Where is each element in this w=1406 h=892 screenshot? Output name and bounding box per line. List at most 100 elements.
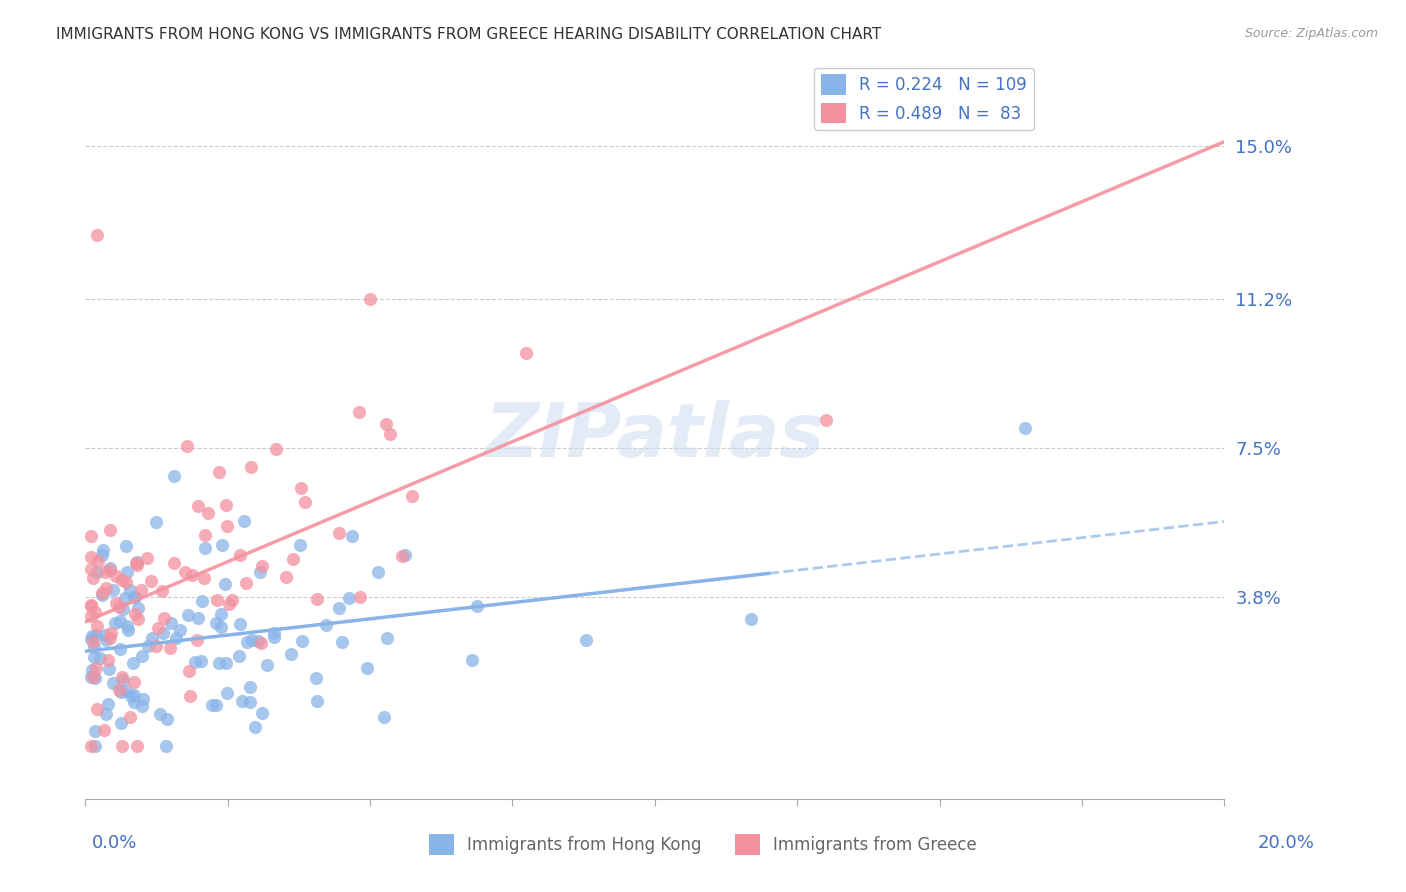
Point: [375, 417, 398, 431]
Point: [112, 602, 135, 616]
Legend: R = 0.224   N = 109, R = 0.489   N =  83: R = 0.224 N = 109, R = 0.489 N = 83: [814, 68, 1033, 130]
Point: [141, 574, 163, 589]
Point: [122, 656, 145, 670]
Point: [173, 565, 195, 579]
Point: [239, 460, 262, 475]
Point: [217, 686, 239, 700]
Point: [373, 709, 395, 723]
Point: [367, 566, 389, 580]
Point: [315, 618, 337, 632]
Point: [460, 653, 482, 667]
Point: [84, 628, 107, 642]
Point: [114, 684, 136, 698]
Point: [105, 596, 128, 610]
Point: [82, 671, 104, 685]
Point: [138, 639, 160, 653]
Point: [80, 528, 103, 542]
Point: [80, 599, 103, 614]
Point: [191, 594, 214, 608]
Point: [80, 549, 103, 564]
Point: [239, 680, 262, 694]
Point: [110, 615, 132, 629]
Point: [127, 601, 149, 615]
Point: [100, 560, 122, 574]
Point: [228, 548, 250, 562]
Point: [294, 495, 316, 509]
Point: [159, 640, 181, 655]
Point: [214, 576, 236, 591]
Point: [122, 695, 145, 709]
Point: [115, 574, 138, 589]
Point: [186, 632, 208, 647]
Point: [103, 675, 125, 690]
Point: [91, 586, 114, 600]
Point: [80, 561, 103, 575]
Point: [131, 582, 153, 597]
Point: [194, 541, 217, 556]
Point: [205, 592, 228, 607]
Point: [100, 523, 122, 537]
Point: [111, 573, 134, 587]
Point: [307, 694, 329, 708]
Point: [110, 641, 132, 656]
Point: [193, 571, 215, 585]
Point: [359, 293, 381, 307]
Point: [252, 559, 274, 574]
Point: [814, 413, 837, 427]
Point: [378, 426, 401, 441]
Point: [125, 556, 148, 570]
Point: [249, 636, 271, 650]
Point: [98, 563, 121, 577]
Text: IMMIGRANTS FROM HONG KONG VS IMMIGRANTS FROM GREECE HEARING DISABILITY CORRELATI: IMMIGRANTS FROM HONG KONG VS IMMIGRANTS …: [56, 27, 882, 42]
Text: ZIPatlas: ZIPatlas: [485, 400, 825, 473]
Point: [160, 616, 183, 631]
Point: [80, 608, 103, 623]
Point: [94, 632, 117, 647]
Point: [98, 631, 121, 645]
Point: [1014, 421, 1036, 435]
Point: [118, 582, 141, 597]
Point: [104, 616, 127, 631]
Text: Source: ZipAtlas.com: Source: ZipAtlas.com: [1244, 27, 1378, 40]
Point: [84, 671, 107, 685]
Point: [150, 583, 173, 598]
Point: [276, 570, 298, 584]
Point: [305, 591, 328, 606]
Point: [347, 405, 370, 419]
Point: [153, 611, 176, 625]
Point: [208, 656, 231, 670]
Point: [111, 670, 134, 684]
Point: [211, 538, 233, 552]
Point: [86, 702, 108, 716]
Point: [94, 566, 117, 580]
Point: [281, 552, 304, 566]
Point: [115, 565, 138, 579]
Point: [115, 619, 138, 633]
Point: [84, 724, 107, 739]
Point: [96, 707, 118, 722]
Legend: Immigrants from Hong Kong, Immigrants from Greece: Immigrants from Hong Kong, Immigrants fr…: [422, 828, 984, 862]
Point: [328, 600, 350, 615]
Point: [131, 699, 153, 714]
Point: [145, 516, 167, 530]
Point: [218, 597, 240, 611]
Point: [242, 633, 264, 648]
Point: [280, 647, 302, 661]
Point: [163, 469, 186, 483]
Point: [228, 616, 250, 631]
Point: [107, 683, 129, 698]
Point: [232, 514, 254, 528]
Point: [290, 481, 312, 495]
Point: [90, 588, 112, 602]
Point: [110, 685, 132, 699]
Point: [97, 653, 120, 667]
Point: [127, 612, 149, 626]
Point: [117, 623, 139, 637]
Point: [80, 739, 103, 754]
Point: [124, 590, 146, 604]
Point: [114, 539, 136, 553]
Point: [87, 554, 110, 568]
Point: [83, 640, 105, 655]
Point: [155, 739, 177, 754]
Point: [228, 648, 250, 663]
